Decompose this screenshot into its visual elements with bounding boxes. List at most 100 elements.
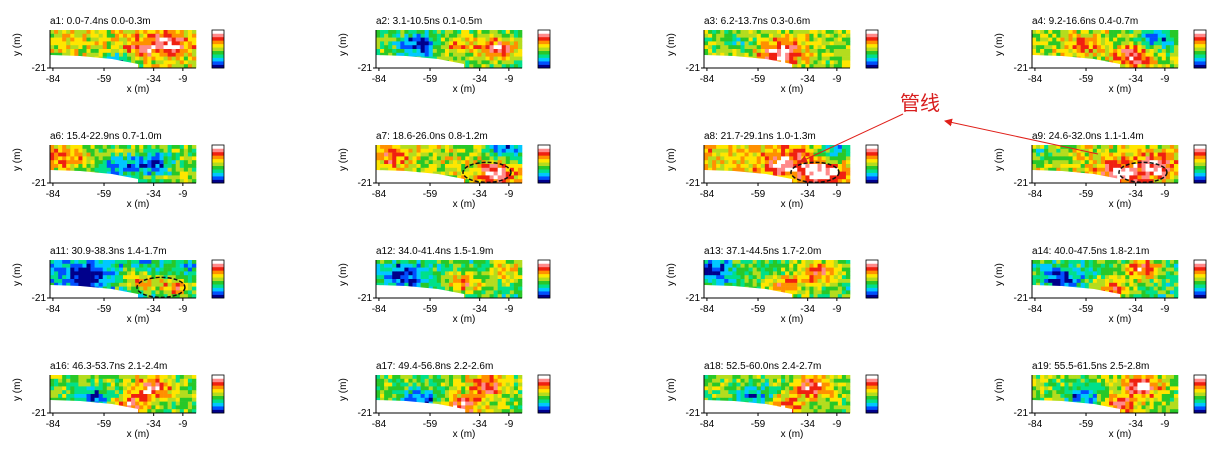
- heatmap-cell: [489, 260, 494, 265]
- heatmap-cell: [70, 164, 75, 169]
- heatmap-cell: [175, 152, 181, 157]
- heatmap-cell: [86, 160, 91, 165]
- heatmap-cell: [813, 37, 818, 42]
- x-tick-label: -9: [832, 304, 841, 315]
- heatmap-cell: [821, 41, 826, 46]
- heatmap-cell: [841, 171, 847, 176]
- heatmap-cell: [151, 152, 156, 157]
- heatmap-cell: [1145, 148, 1150, 153]
- heatmap-cell: [505, 148, 511, 153]
- y-tick-label: -21: [1014, 63, 1029, 74]
- heatmap-cell: [78, 378, 83, 383]
- heatmap-cell: [453, 45, 458, 50]
- heatmap-cell: [191, 49, 197, 54]
- heatmap-cell: [1040, 271, 1045, 276]
- heatmap-cell: [159, 56, 164, 61]
- heatmap-cell: [797, 45, 802, 50]
- heatmap-cell: [777, 279, 782, 284]
- heatmap-cell: [768, 260, 774, 265]
- heatmap-cell: [123, 167, 128, 172]
- heatmap-cell: [833, 30, 839, 35]
- heatmap-cell: [114, 49, 120, 54]
- heatmap-cell: [1113, 271, 1118, 276]
- heatmap-cell: [392, 33, 397, 38]
- heatmap-cell: [505, 164, 511, 169]
- heatmap-cell: [392, 41, 397, 46]
- heatmap-cell: [449, 275, 454, 280]
- heatmap-cell: [461, 171, 466, 176]
- heatmap-cell: [143, 148, 148, 153]
- heatmap-cell: [400, 49, 405, 54]
- heatmap-cell: [392, 49, 397, 54]
- heatmap-cell: [756, 49, 762, 54]
- heatmap-cell: [428, 271, 434, 276]
- heatmap-cell: [428, 152, 434, 157]
- heatmap-cell: [82, 37, 87, 42]
- heatmap-cell: [163, 52, 168, 57]
- heatmap-cell: [1157, 49, 1163, 54]
- heatmap-cell: [473, 45, 478, 50]
- heatmap-cell: [797, 171, 802, 176]
- heatmap-cell: [1145, 45, 1150, 50]
- heatmap-cell: [1173, 33, 1179, 38]
- heatmap-cell: [1161, 290, 1167, 295]
- heatmap-cell: [489, 37, 494, 42]
- heatmap-cell: [801, 64, 806, 69]
- heatmap-cell: [813, 290, 818, 295]
- heatmap-cell: [1113, 145, 1118, 150]
- heatmap-cell: [772, 260, 778, 265]
- heatmap-cell: [86, 279, 91, 284]
- colorbar-frame: [537, 259, 551, 299]
- heatmap-cell: [481, 179, 486, 184]
- heatmap-cell: [1113, 49, 1118, 54]
- heatmap-cell: [756, 148, 762, 153]
- heatmap-cell: [805, 294, 810, 299]
- heatmap-cell: [1109, 41, 1114, 46]
- heatmap-cell: [424, 49, 430, 54]
- heatmap-cell: [404, 145, 409, 150]
- heatmap-cell: [187, 148, 193, 153]
- heatmap-cell: [817, 179, 822, 184]
- heatmap-cell: [1036, 45, 1041, 50]
- heatmap-cell: [764, 260, 770, 265]
- heatmap-cell: [78, 33, 83, 38]
- heatmap-cell: [1084, 145, 1090, 150]
- heatmap-cell: [1052, 152, 1057, 157]
- heatmap-cell: [187, 386, 193, 391]
- heatmap-cell: [50, 148, 55, 153]
- heatmap-cell: [127, 271, 132, 276]
- heatmap-cell: [412, 260, 417, 265]
- heatmap-cell: [58, 41, 63, 46]
- colorbar-segment: [212, 33, 224, 38]
- heatmap-cell: [428, 37, 434, 42]
- heatmap-cell: [187, 390, 193, 395]
- heatmap-cell: [384, 160, 389, 165]
- heatmap-cell: [825, 152, 831, 157]
- heatmap-cell: [58, 30, 63, 35]
- heatmap-cell: [123, 378, 128, 383]
- heatmap-cell: [457, 156, 462, 161]
- heatmap-cell: [1161, 45, 1167, 50]
- heatmap-cell: [1173, 171, 1179, 176]
- heatmap-cell: [501, 294, 507, 299]
- anomaly-outline: [1118, 161, 1168, 184]
- heatmap-cell: [420, 271, 425, 276]
- heatmap-cell: [829, 286, 835, 291]
- heatmap-cell: [432, 33, 438, 38]
- heatmap-cell: [825, 279, 831, 284]
- heatmap-cell: [1173, 49, 1179, 54]
- heatmap-cell: [505, 267, 511, 272]
- heatmap-cell: [1149, 267, 1154, 272]
- heatmap-cell: [1165, 275, 1171, 280]
- heatmap-cell: [1072, 282, 1077, 287]
- heatmap-cell: [728, 156, 733, 161]
- heatmap-cell: [102, 386, 108, 391]
- heatmap-cell: [1153, 164, 1159, 169]
- heatmap-cell: [509, 52, 515, 57]
- heatmap-cell: [380, 152, 385, 157]
- heatmap-cell: [720, 30, 725, 35]
- heatmap-cell: [94, 30, 99, 35]
- heatmap-cell: [163, 375, 168, 380]
- heatmap-cell: [1153, 290, 1159, 295]
- heatmap-cell: [1072, 167, 1077, 172]
